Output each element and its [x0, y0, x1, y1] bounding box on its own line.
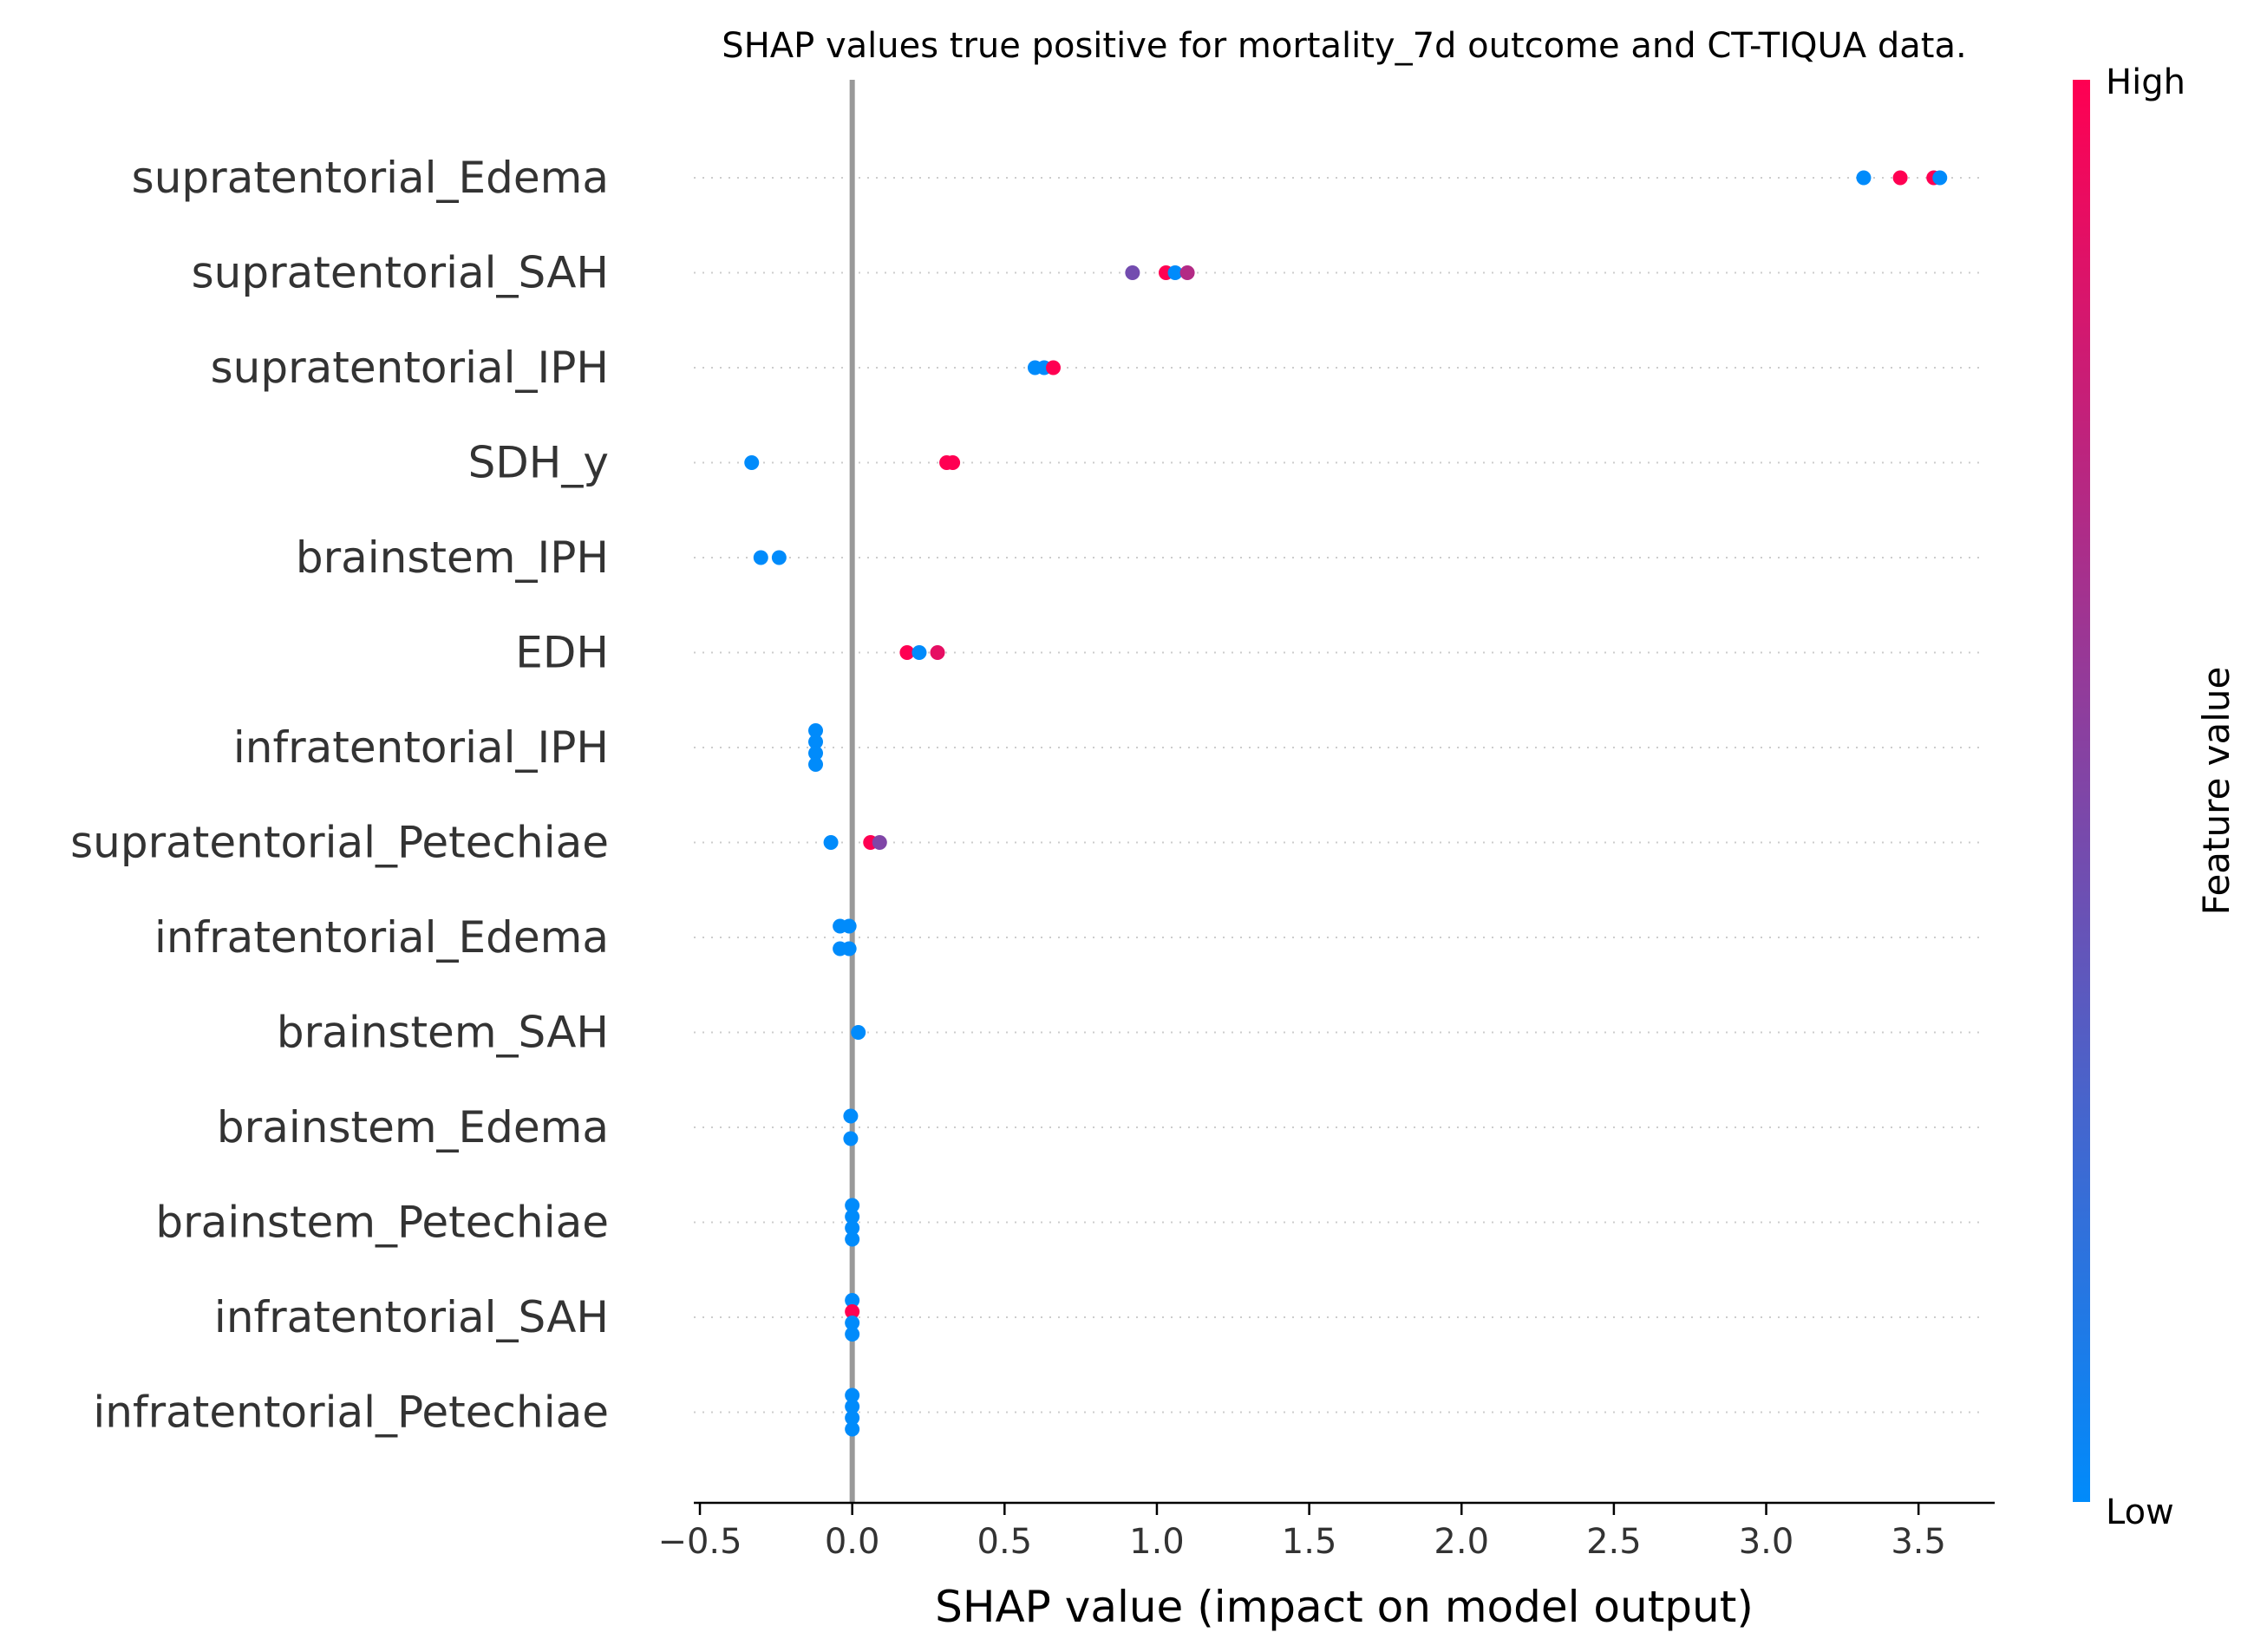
- shap-point: [872, 835, 887, 850]
- shap-point: [808, 746, 824, 761]
- x-tick-label: 2.0: [1434, 1522, 1489, 1562]
- x-tick-label: 0.5: [977, 1522, 1033, 1562]
- x-tick-label: 3.5: [1891, 1522, 1946, 1562]
- shap-point: [845, 1209, 860, 1224]
- x-tick-label: 1.5: [1282, 1522, 1337, 1562]
- shap-point: [945, 455, 961, 470]
- shap-point: [1125, 265, 1140, 280]
- feature-labels: supratentorial_Edema supratentorial_SAHsu…: [70, 153, 609, 1438]
- shap-point: [845, 1231, 860, 1247]
- shap-point: [1046, 360, 1062, 375]
- colorbar: [2073, 80, 2090, 1502]
- shap-point: [823, 835, 839, 850]
- shap-point: [753, 550, 768, 565]
- x-tick-label: 3.0: [1739, 1522, 1794, 1562]
- shap-point: [930, 645, 945, 660]
- feature-label: supratentorial_Edema: [132, 153, 609, 203]
- shap-point: [1179, 265, 1195, 280]
- shap-point: [843, 1131, 859, 1146]
- shap-point: [808, 757, 824, 772]
- shap-point: [845, 1421, 860, 1437]
- x-tick-label: −0.5: [657, 1522, 742, 1562]
- shap-point: [841, 941, 857, 957]
- feature-label: infratentorial_SAH: [214, 1292, 609, 1342]
- shap-point: [845, 1316, 860, 1330]
- feature-label: brainstem_Petechiae: [155, 1198, 609, 1248]
- shap-point: [744, 455, 760, 470]
- feature-label: brainstem_SAH: [277, 1008, 609, 1058]
- shap-point: [845, 1220, 860, 1236]
- shap-point: [845, 1410, 860, 1426]
- shap-point: [808, 735, 824, 749]
- x-tick-label: 0.0: [825, 1522, 880, 1562]
- shap-point: [845, 1327, 860, 1342]
- colorbar-low-label: Low: [2106, 1492, 2174, 1532]
- feature-label: EDH: [515, 628, 609, 678]
- feature-label: infratentorial_Petechiae: [93, 1388, 609, 1438]
- colorbar-title: Feature value: [2195, 667, 2238, 916]
- shap-point: [845, 1293, 860, 1308]
- feature-label: infratentorial_IPH: [233, 722, 609, 773]
- shap-point: [845, 1388, 860, 1403]
- shap-point: [899, 645, 915, 660]
- feature-guides: [694, 177, 1986, 1414]
- shap-point: [851, 1025, 866, 1040]
- feature-label: brainstem_IPH: [296, 532, 609, 583]
- feature-label: supratentorial_Petechiae: [70, 818, 609, 868]
- chart-title: SHAP values true positive for mortality_…: [722, 26, 1966, 66]
- feature-label: brainstem_Edema: [217, 1102, 609, 1152]
- x-axis-label: SHAP value (impact on model output): [935, 1582, 1754, 1632]
- x-tick-label: 2.5: [1586, 1522, 1642, 1562]
- shap-point: [1167, 265, 1183, 280]
- shap-point: [845, 1198, 860, 1213]
- shap-point: [1892, 170, 1908, 186]
- feature-label: SDH_y: [468, 438, 609, 488]
- shap-point: [845, 1399, 860, 1414]
- feature-label: supratentorial_IPH: [211, 343, 609, 393]
- shap-point: [1856, 170, 1872, 186]
- x-tick-label: 1.0: [1129, 1522, 1185, 1562]
- shap-point: [845, 1304, 860, 1319]
- shap-points: [744, 170, 1948, 1437]
- shap-point: [841, 918, 857, 934]
- shap-point: [771, 550, 787, 565]
- shap-point: [911, 645, 927, 660]
- feature-label: infratentorial_Edema: [154, 912, 609, 963]
- colorbar-high-label: High: [2106, 62, 2185, 102]
- shap-point: [808, 723, 824, 738]
- shap-point: [843, 1108, 859, 1124]
- feature-label: supratentorial_SAH: [192, 248, 609, 298]
- shap-point: [1932, 170, 1948, 186]
- x-ticks: −0.5 0.0 0.5 1.0 1.5 2.0 2.5 3.0 3.5: [657, 1503, 1946, 1562]
